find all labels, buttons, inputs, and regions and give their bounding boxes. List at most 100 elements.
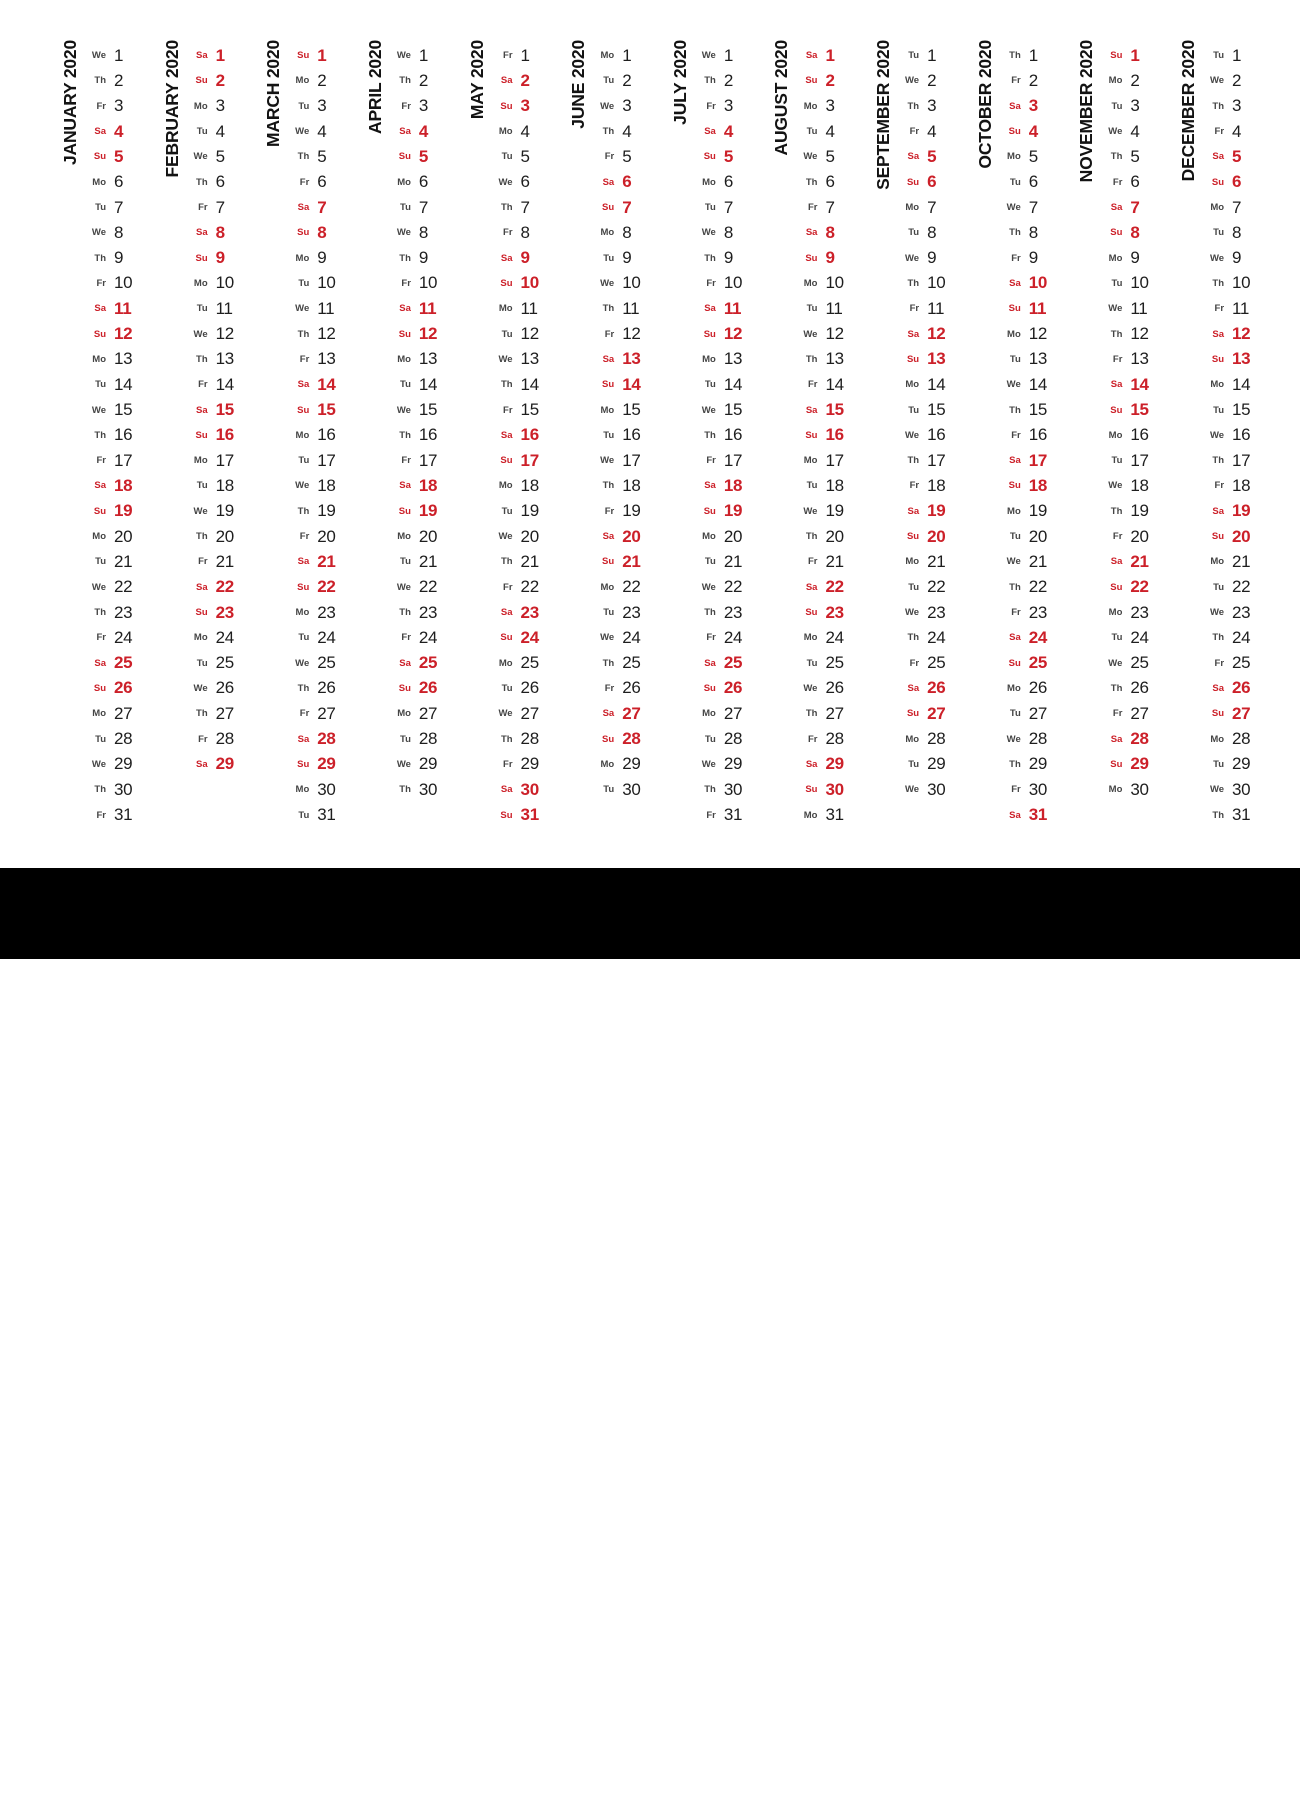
day-row: We 18	[1097, 473, 1177, 498]
day-row: Su 25	[996, 651, 1076, 676]
day-number: 15	[723, 400, 743, 420]
day-row: Tu 10	[284, 271, 364, 296]
day-row: Fr 12	[589, 321, 669, 346]
day-number: 11	[622, 298, 640, 318]
weekday-label: Mo	[498, 480, 513, 492]
day-row: Sa 19	[1199, 499, 1279, 524]
day-number: 29	[927, 754, 946, 774]
day-number: 10	[1130, 273, 1149, 293]
day-row: Sa 30	[488, 777, 568, 802]
day-row: Mo 31	[792, 802, 872, 827]
day-number: 25	[723, 653, 743, 673]
day-number: 18	[1130, 475, 1149, 495]
day-number: 25	[1232, 653, 1251, 673]
weekday-label: Su	[703, 682, 716, 694]
weekday-label: Th	[805, 353, 818, 365]
day-number: 6	[114, 172, 124, 192]
day-row: Mo 17	[792, 448, 872, 473]
weekday-label: Sa	[500, 75, 513, 87]
day-number: 5	[215, 146, 225, 166]
day-row: Su 31	[488, 802, 568, 827]
weekday-label: Su	[1110, 758, 1123, 770]
day-row: Fr 16	[996, 423, 1076, 448]
weekday-label: Sa	[602, 176, 615, 188]
month-label: FEBRUARY 2020	[161, 40, 182, 178]
day-row: Tu 17	[284, 448, 364, 473]
day-number: 18	[723, 475, 743, 495]
day-row: Su 26	[81, 676, 161, 701]
day-number: 29	[1232, 754, 1251, 774]
day-number: 28	[927, 729, 946, 749]
day-number: 7	[1028, 197, 1038, 217]
day-row: Sa 25	[81, 651, 161, 676]
day-number: 12	[1028, 324, 1048, 344]
day-row: Su 29	[284, 752, 364, 777]
day-number: 2	[622, 70, 632, 90]
day-number: 3	[825, 96, 835, 116]
weekday-label: Fr	[1011, 607, 1021, 619]
day-number: 5	[622, 146, 632, 166]
day-row: Su 1	[1097, 43, 1177, 68]
weekday-label: Sa	[500, 429, 513, 441]
weekday-label: Su	[1211, 531, 1225, 543]
day-row: Tu 24	[284, 625, 364, 650]
day-number: 22	[927, 577, 946, 597]
day-number: 15	[418, 400, 438, 420]
day-number: 25	[1130, 653, 1149, 673]
day-row: We 8	[386, 220, 466, 245]
day-number: 9	[1028, 248, 1038, 268]
day-row: Sa 22	[792, 575, 872, 600]
day-number: 18	[418, 475, 438, 495]
day-row: We 1	[386, 43, 466, 68]
day-number: 27	[418, 703, 438, 723]
day-row: Th 26	[284, 676, 364, 701]
weekday-label: Th	[907, 100, 920, 112]
day-row: We 28	[996, 726, 1076, 751]
weekday-label: We	[295, 480, 310, 492]
day-row: Th 20	[183, 524, 263, 549]
weekday-label: We	[295, 126, 310, 138]
weekday-label: Su	[398, 505, 411, 517]
day-number: 19	[317, 501, 336, 521]
weekday-label: Th	[399, 75, 411, 87]
weekday-label: We	[1006, 202, 1021, 214]
day-number: 9	[520, 248, 530, 268]
weekday-label: We	[396, 581, 411, 593]
day-row: Mo 27	[386, 701, 466, 726]
day-row: We 20	[488, 524, 568, 549]
day-row: Th 2	[81, 68, 161, 93]
day-number: 15	[825, 400, 844, 420]
month-days: Fr 1 Sa 2 Su 3 Mo 4 Tu 5 We 6 Th 7 Fr 8 Sa 9 Su 10 Mo 11 Tu 12 W…	[488, 43, 568, 828]
day-row: Fr 31	[81, 802, 161, 827]
weekday-label: Fr	[1112, 176, 1123, 188]
weekday-label: Fr	[198, 202, 208, 214]
day-row: Sa 17	[996, 448, 1076, 473]
weekday-label: Su	[805, 784, 818, 796]
weekday-label: Sa	[1212, 505, 1225, 517]
weekday-label: Tu	[501, 505, 513, 517]
day-row: Tu 3	[284, 94, 364, 119]
day-row: Fr 2	[996, 68, 1076, 93]
day-row: Th 9	[386, 246, 466, 271]
weekday-label: Tu	[806, 303, 818, 315]
weekday-label: Su	[906, 176, 920, 188]
weekday-label: Tu	[908, 581, 920, 593]
weekday-label: Mo	[295, 75, 310, 87]
weekday-label: Tu	[806, 657, 818, 669]
month-days: We 1 Th 2 Fr 3 Sa 4 Su 5 Mo 6 Tu 7 We 8 Th 9 Fr 10 Sa 11 Su 12 M…	[386, 43, 466, 802]
weekday-label: Tu	[603, 75, 615, 87]
weekday-label: Fr	[299, 708, 310, 720]
day-row: Sa 4	[691, 119, 771, 144]
day-number: 29	[215, 754, 235, 774]
weekday-label: Th	[500, 202, 513, 214]
day-row: We 24	[589, 625, 669, 650]
weekday-label: Sa	[602, 353, 615, 365]
day-row: Su 9	[183, 246, 263, 271]
day-number: 15	[927, 400, 946, 420]
month-column: AUGUST 2020 Sa 1 Su 2 Mo 3 Tu 4 We 5 Th 6 Fr 7 Sa 8 Su 9 Mo…	[771, 40, 873, 835]
day-row: Fr 29	[488, 752, 568, 777]
weekday-label: We	[396, 50, 411, 62]
day-number: 13	[927, 349, 946, 369]
day-number: 7	[622, 197, 632, 217]
day-number: 28	[114, 729, 133, 749]
